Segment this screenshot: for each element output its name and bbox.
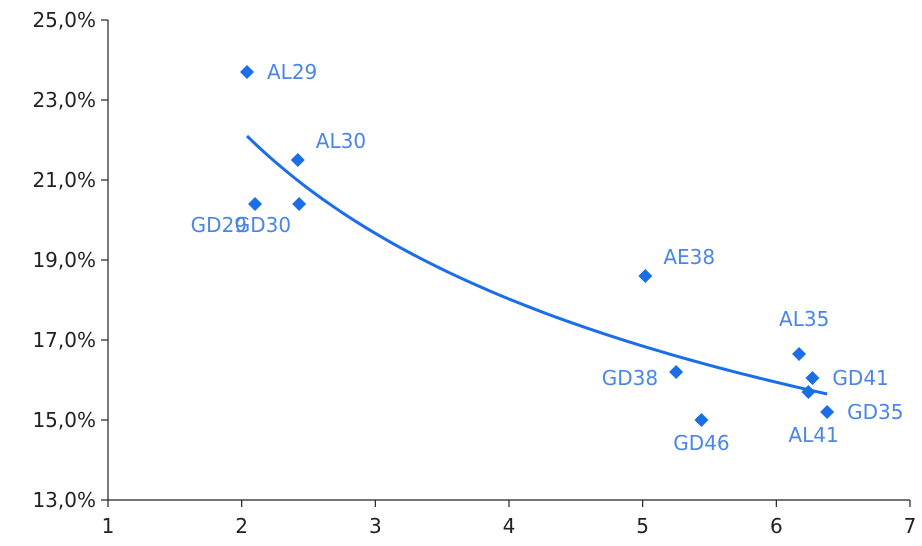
point-label-al29: AL29	[267, 60, 317, 84]
point-marker-al41	[801, 385, 816, 399]
point-marker-gd30	[292, 197, 307, 211]
x-tick-label: 4	[503, 514, 516, 538]
y-tick-label: 13,0%	[32, 488, 96, 512]
point-label-ae38: AE38	[663, 245, 715, 269]
point-label-gd41: GD41	[832, 366, 888, 390]
x-tick-label: 5	[636, 514, 649, 538]
point-marker-gd41	[805, 371, 820, 385]
point-label-gd38: GD38	[602, 366, 658, 390]
y-tick-label: 17,0%	[32, 328, 96, 352]
point-marker-gd46	[694, 413, 709, 427]
point-marker-gd38	[669, 365, 684, 379]
y-axis-ticks: 13,0% 15,0% 17,0% 19,0% 21,0% 23,0% 25,0%	[32, 8, 108, 512]
point-label-al41: AL41	[788, 423, 838, 447]
point-marker-ae38	[638, 269, 653, 283]
point-label-al35: AL35	[779, 307, 829, 331]
point-marker-gd35	[820, 405, 835, 419]
y-tick-label: 19,0%	[32, 248, 96, 272]
y-tick-label: 21,0%	[32, 168, 96, 192]
point-label-gd46: GD46	[673, 431, 729, 455]
trendline	[245, 134, 828, 396]
x-tick-label: 6	[770, 514, 783, 538]
point-marker-al29	[240, 65, 255, 79]
point-marker-al35	[792, 347, 807, 361]
point-label-gd30: GD30	[235, 213, 291, 237]
x-axis-ticks: 1 2 3 4 5 6 7	[102, 500, 917, 538]
y-tick-label: 23,0%	[32, 88, 96, 112]
y-tick-label: 25,0%	[32, 8, 96, 32]
point-marker-gd29	[248, 197, 263, 211]
x-tick-label: 2	[235, 514, 248, 538]
x-tick-label: 1	[102, 514, 115, 538]
point-marker-al30	[290, 153, 305, 167]
point-label-gd29: GD29	[191, 213, 247, 237]
y-tick-label: 15,0%	[32, 408, 96, 432]
x-tick-label: 3	[369, 514, 382, 538]
x-tick-label: 7	[904, 514, 917, 538]
data-points	[240, 65, 835, 427]
point-label-gd35: GD35	[847, 400, 903, 424]
point-label-al30: AL30	[316, 129, 366, 153]
